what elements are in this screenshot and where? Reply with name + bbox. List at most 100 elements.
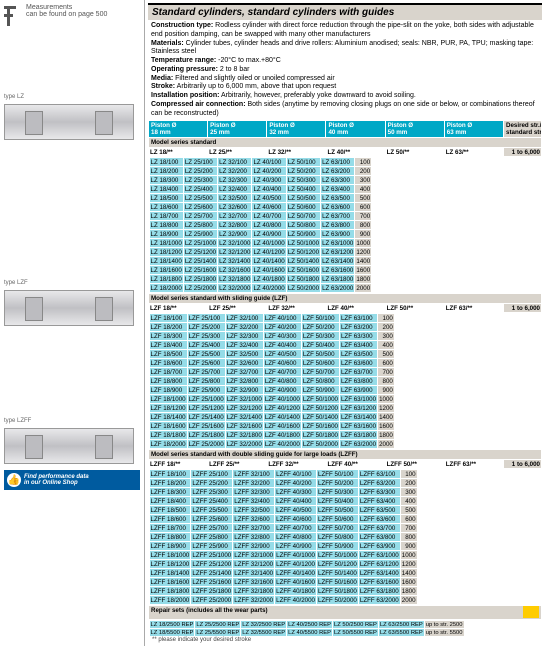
catalog-cell: LZFF 18/1600 (149, 578, 191, 587)
catalog-cell: LZF 63/1800 (339, 431, 377, 440)
column-sub-header: LZ 18/** (149, 148, 208, 157)
repair-cell: LZ 40/2500 REP (287, 621, 333, 629)
catalog-cell: LZF 32/100 (225, 314, 263, 323)
catalog-cell: LZ 25/100 (183, 158, 217, 167)
catalog-cell: LZF 32/1200 (225, 404, 263, 413)
catalog-cell: LZ 18/700 (149, 212, 183, 221)
catalog-cell: LZFF 32/700 (233, 524, 275, 533)
catalog-cell: LZFF 40/800 (275, 533, 317, 542)
stroke-cell: 1000 (400, 551, 417, 560)
catalog-cell: LZFF 50/100 (317, 470, 359, 479)
catalog-cell: LZFF 32/100 (233, 470, 275, 479)
section-title: Model series standard (149, 138, 542, 148)
stroke-cell: 1200 (378, 404, 395, 413)
stroke-cell: 700 (378, 368, 395, 377)
catalog-cell: LZ 50/1400 (286, 257, 320, 266)
catalog-cell: LZFF 18/400 (149, 497, 191, 506)
catalog-cell: LZFF 50/1800 (317, 587, 359, 596)
section-title: Model series standard with sliding guide… (149, 294, 542, 304)
catalog-cell: LZFF 18/1400 (149, 569, 191, 578)
column-sub-header: LZ 40/** (326, 148, 385, 157)
catalog-cell: LZFF 25/1600 (191, 578, 233, 587)
catalog-cell: LZF 50/1800 (301, 431, 339, 440)
catalog-cell: LZ 63/400 (321, 185, 355, 194)
catalog-cell: LZ 18/600 (149, 203, 183, 212)
catalog-cell: LZF 25/600 (187, 359, 225, 368)
catalog-cell: LZFF 18/200 (149, 479, 191, 488)
catalog-cell: LZFF 50/900 (317, 542, 359, 551)
catalog-cell: LZFF 25/1200 (191, 560, 233, 569)
catalog-cell: LZ 25/600 (183, 203, 217, 212)
piston-header: Piston Ø50 mm (385, 121, 444, 138)
catalog-cell: LZF 25/500 (187, 350, 225, 359)
catalog-cell: LZF 18/1600 (149, 422, 187, 431)
catalog-cell: LZF 50/900 (301, 386, 339, 395)
column-sub-header: LZF 18/** (149, 304, 208, 313)
stroke-cell: 1400 (400, 569, 417, 578)
catalog-cell: LZFF 18/100 (149, 470, 191, 479)
catalog-cell: LZ 25/1400 (183, 257, 217, 266)
catalog-cell: LZFF 32/2000 (233, 596, 275, 605)
main-content: Standard cylinders, standard cylinders w… (145, 0, 545, 646)
catalog-cell: LZ 32/1200 (218, 248, 252, 257)
stroke-cell: 2000 (378, 440, 395, 449)
catalog-cell: LZ 32/1400 (218, 257, 252, 266)
stroke-cell: 500 (378, 350, 395, 359)
catalog-cell: LZ 63/300 (321, 176, 355, 185)
piston-header: Piston Ø32 mm (267, 121, 326, 138)
stroke-cell: 300 (355, 176, 372, 185)
repair-cell: LZ 18/5500 REP (149, 629, 195, 637)
catalog-cell: LZ 40/100 (252, 158, 286, 167)
tip-line2: in our Online Shop (24, 480, 89, 486)
catalog-cell: LZF 32/200 (225, 323, 263, 332)
catalog-cell: LZFF 40/200 (275, 479, 317, 488)
catalog-cell: LZ 40/500 (252, 194, 286, 203)
catalog-cell: LZ 18/200 (149, 167, 183, 176)
catalog-cell: LZF 25/1800 (187, 431, 225, 440)
catalog-cell: LZ 50/900 (286, 230, 320, 239)
piston-header: Piston Ø63 mm (444, 121, 503, 138)
catalog-cell: LZ 32/800 (218, 221, 252, 230)
catalog-cell: LZFF 40/400 (275, 497, 317, 506)
column-sub-header: LZ 50/** (385, 148, 444, 157)
repair-cell: LZ 32/2500 REP (241, 621, 287, 629)
stroke-cell: 800 (355, 221, 372, 230)
stroke-cell: 100 (355, 158, 372, 167)
catalog-cell: LZF 63/400 (339, 341, 377, 350)
catalog-cell: LZF 50/700 (301, 368, 339, 377)
catalog-cell: LZFF 50/500 (317, 506, 359, 515)
catalog-cell: LZ 50/200 (286, 167, 320, 176)
catalog-cell: LZF 32/500 (225, 350, 263, 359)
catalog-cell: LZ 18/1200 (149, 248, 183, 257)
spec-line: Operating pressure: 2 to 8 bar (151, 66, 539, 75)
catalog-cell: LZFF 40/1200 (275, 560, 317, 569)
catalog-cell: LZFF 18/300 (149, 488, 191, 497)
catalog-cell: LZF 50/1000 (301, 395, 339, 404)
catalog-cell: LZF 18/1400 (149, 413, 187, 422)
stroke-cell: 1800 (378, 431, 395, 440)
catalog-cell: LZ 25/300 (183, 176, 217, 185)
catalog-cell: LZ 63/1800 (321, 275, 355, 284)
repair-cell: LZ 50/2500 REP (333, 621, 379, 629)
catalog-cell: LZ 25/900 (183, 230, 217, 239)
catalog-cell: LZ 50/700 (286, 212, 320, 221)
spec-line: Temperature range: -20°C to max.+80°C (151, 57, 539, 66)
catalog-cell: LZF 63/300 (339, 332, 377, 341)
catalog-cell: LZ 18/1000 (149, 239, 183, 248)
catalog-cell: LZFF 40/500 (275, 506, 317, 515)
catalog-cell: LZ 50/1600 (286, 266, 320, 275)
catalog-cell: LZF 50/1400 (301, 413, 339, 422)
cylinder-type-label: type LZFF (4, 418, 140, 424)
cylinder-image (4, 428, 134, 464)
column-sub-header: LZF 50/** (385, 304, 444, 313)
stroke-cell: 600 (400, 515, 417, 524)
catalog-cell: LZF 50/800 (301, 377, 339, 386)
catalog-cell: LZF 50/2000 (301, 440, 339, 449)
catalog-cell: LZFF 63/1600 (358, 578, 400, 587)
stroke-cell: 1800 (400, 587, 417, 596)
catalog-cell: LZFF 40/100 (275, 470, 317, 479)
left-sidebar: Measurements can be found on page 500 ty… (0, 0, 145, 646)
catalog-cell: LZ 32/1600 (218, 266, 252, 275)
stroke-cell: 400 (400, 497, 417, 506)
catalog-cell: LZFF 40/1800 (275, 587, 317, 596)
